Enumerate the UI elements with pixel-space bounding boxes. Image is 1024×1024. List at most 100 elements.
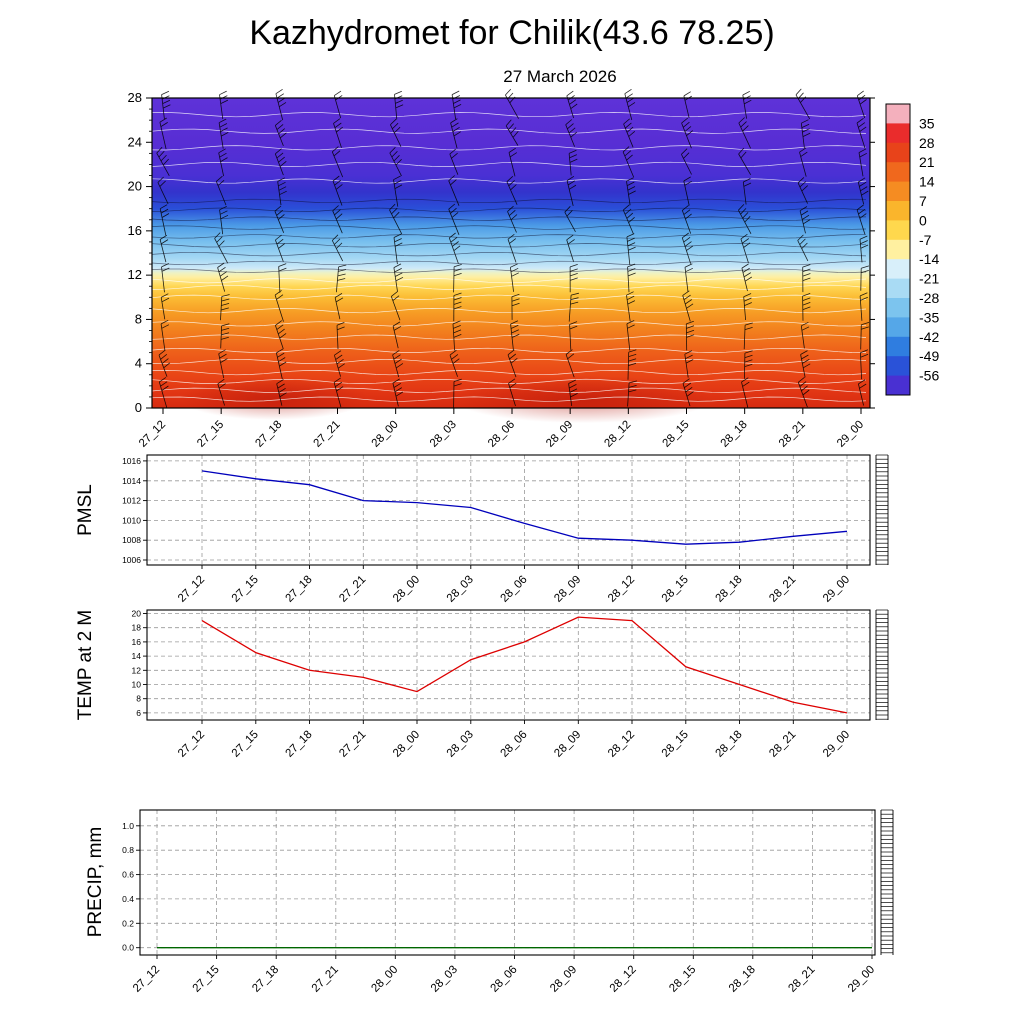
svg-text:28_12: 28_12 <box>602 419 633 450</box>
svg-text:28_15: 28_15 <box>660 574 691 605</box>
svg-text:28_12: 28_12 <box>608 964 639 995</box>
svg-text:12: 12 <box>132 665 142 675</box>
svg-text:0.8: 0.8 <box>122 845 134 855</box>
svg-text:28_06: 28_06 <box>486 419 517 450</box>
colorbar-label: -35 <box>919 309 939 325</box>
svg-text:1006: 1006 <box>122 555 141 565</box>
cross-section-plot: 0 4 8 12 16 20 24 28 27_12 27_15 27_18 27_21 28_00 28… <box>128 88 875 450</box>
svg-text:28_21: 28_21 <box>777 419 808 450</box>
svg-text:29_00: 29_00 <box>846 964 877 995</box>
svg-text:1008: 1008 <box>122 535 141 545</box>
svg-text:6: 6 <box>136 708 141 718</box>
svg-text:28_21: 28_21 <box>786 964 817 995</box>
svg-text:20: 20 <box>132 609 142 619</box>
svg-text:27_21: 27_21 <box>310 964 341 995</box>
svg-text:8: 8 <box>135 311 142 326</box>
svg-text:28_09: 28_09 <box>552 574 583 605</box>
svg-text:27_12: 27_12 <box>131 964 162 995</box>
colorbar-label: -7 <box>919 232 932 248</box>
svg-text:29_00: 29_00 <box>821 574 852 605</box>
svg-text:28_18: 28_18 <box>714 729 745 760</box>
svg-text:29_00: 29_00 <box>835 419 866 450</box>
svg-text:27_15: 27_15 <box>230 729 261 760</box>
svg-text:27_12: 27_12 <box>176 729 207 760</box>
colorbar-label: 35 <box>919 115 935 131</box>
svg-text:12: 12 <box>128 267 142 282</box>
colorbar-label: -56 <box>919 368 939 384</box>
svg-text:1.0: 1.0 <box>122 821 134 831</box>
svg-text:0.0: 0.0 <box>122 943 134 953</box>
svg-text:0: 0 <box>135 400 142 415</box>
svg-text:29_00: 29_00 <box>821 729 852 760</box>
svg-text:28_03: 28_03 <box>445 574 476 605</box>
svg-text:27_21: 27_21 <box>312 419 343 450</box>
svg-text:27_21: 27_21 <box>337 574 368 605</box>
svg-text:0.4: 0.4 <box>122 894 134 904</box>
svg-text:28: 28 <box>128 90 142 105</box>
svg-text:27_18: 27_18 <box>284 574 315 605</box>
svg-text:28_06: 28_06 <box>499 729 530 760</box>
svg-text:1016: 1016 <box>122 456 141 466</box>
svg-text:0.2: 0.2 <box>122 918 134 928</box>
temp-chart-line <box>201 616 848 714</box>
date-subtitle: 27 March 2026 <box>503 67 617 86</box>
svg-text:28_21: 28_21 <box>767 729 798 760</box>
svg-text:28_09: 28_09 <box>544 419 575 450</box>
svg-text:28_15: 28_15 <box>660 729 691 760</box>
page-title: Kazhydromet for Chilik(43.6 78.25) <box>249 14 775 52</box>
svg-text:14: 14 <box>132 651 142 661</box>
svg-text:28_00: 28_00 <box>391 729 422 760</box>
svg-text:27_15: 27_15 <box>195 419 226 450</box>
svg-text:28_09: 28_09 <box>552 729 583 760</box>
colorbar-label: 21 <box>919 154 935 170</box>
svg-text:1010: 1010 <box>122 515 141 525</box>
svg-text:27_18: 27_18 <box>284 729 315 760</box>
svg-text:28_18: 28_18 <box>714 574 745 605</box>
svg-text:28_09: 28_09 <box>548 964 579 995</box>
colorbar-label: -28 <box>919 290 939 306</box>
svg-text:0.6: 0.6 <box>122 870 134 880</box>
svg-text:1014: 1014 <box>122 476 141 486</box>
svg-text:27_18: 27_18 <box>253 419 284 450</box>
colorbar-label: -14 <box>919 251 939 267</box>
svg-text:28_00: 28_00 <box>369 964 400 995</box>
svg-text:16: 16 <box>132 637 142 647</box>
colorbar-label: -42 <box>919 329 939 345</box>
svg-text:28_03: 28_03 <box>445 729 476 760</box>
svg-text:27_15: 27_15 <box>191 964 222 995</box>
wind-barbs <box>156 88 870 408</box>
colorbar-label: 0 <box>919 212 927 228</box>
colorbar: 35 28 21 14 7 0 -7 -14 -21 -28 -35 -42 -49 -56 <box>885 103 939 396</box>
svg-text:28_06: 28_06 <box>489 964 520 995</box>
svg-text:28_00: 28_00 <box>370 419 401 450</box>
colorbar-label: -21 <box>919 271 939 287</box>
svg-text:28_12: 28_12 <box>606 729 637 760</box>
pmsl-chart-line <box>201 470 848 545</box>
colorbar-label: 7 <box>919 193 927 209</box>
svg-text:10: 10 <box>132 680 142 690</box>
svg-text:27_12: 27_12 <box>176 574 207 605</box>
svg-text:28_06: 28_06 <box>499 574 530 605</box>
colorbar-label: 14 <box>919 174 935 190</box>
svg-text:28_12: 28_12 <box>606 574 637 605</box>
svg-text:20: 20 <box>128 179 142 194</box>
svg-text:28_18: 28_18 <box>727 964 758 995</box>
svg-text:27_12: 27_12 <box>137 419 168 450</box>
svg-text:4: 4 <box>135 356 142 371</box>
svg-text:1012: 1012 <box>122 496 141 506</box>
svg-text:27_15: 27_15 <box>230 574 261 605</box>
precip-chart: 0.0 0.2 0.4 0.6 0.8 1.0 27_12 27_15 27_18 27_21 28… <box>122 809 894 995</box>
svg-text:28_21: 28_21 <box>767 574 798 605</box>
svg-text:8: 8 <box>136 694 141 704</box>
svg-text:18: 18 <box>132 623 142 633</box>
colorbar-label: 28 <box>919 135 935 151</box>
pmsl-chart: 1006 1008 1010 1012 1014 1016 27_12 27_15 27_18 2… <box>122 454 889 605</box>
svg-text:16: 16 <box>128 223 142 238</box>
svg-text:28_03: 28_03 <box>429 964 460 995</box>
svg-text:27_18: 27_18 <box>250 964 281 995</box>
svg-text:28_00: 28_00 <box>391 574 422 605</box>
colorbar-label: -49 <box>919 348 939 364</box>
temp-chart: 6 8 10 12 14 16 18 20 27_12 27_15 27_18 27_21 28_00 2… <box>132 609 889 760</box>
svg-text:27_21: 27_21 <box>337 729 368 760</box>
